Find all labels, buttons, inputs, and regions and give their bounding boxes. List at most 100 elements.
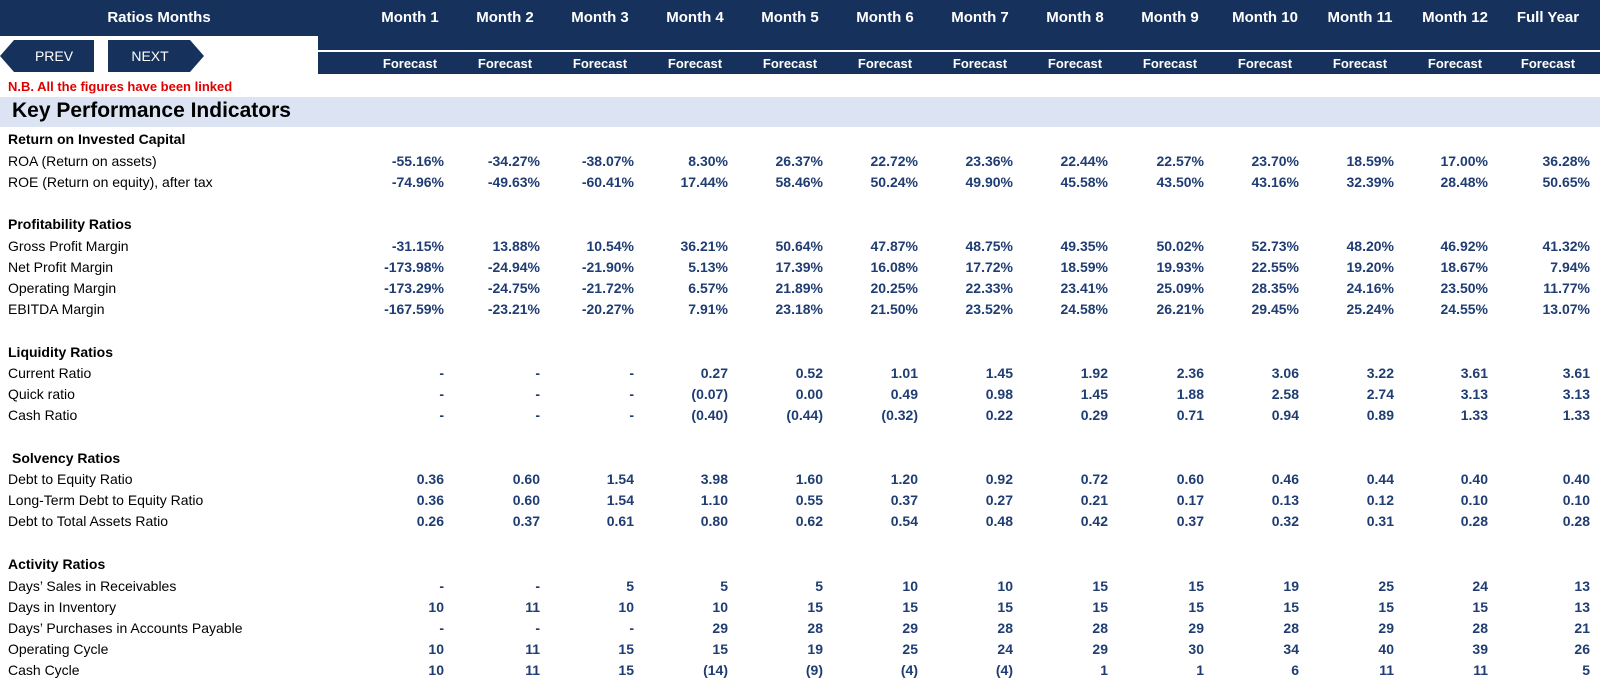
header-column: Month 6 [856, 9, 914, 26]
table-cell: 36.21% [680, 238, 728, 254]
forecast-subheader: Forecast [952, 56, 1008, 71]
table-cell: -24.94% [487, 259, 540, 275]
next-button[interactable]: NEXT [108, 40, 204, 72]
row-label: Gross Profit Margin [8, 238, 129, 254]
table-cell: 29 [1188, 620, 1204, 636]
table-cell: 28 [997, 620, 1013, 636]
table-cell: 49.35% [1060, 238, 1108, 254]
table-cell: 18.67% [1440, 259, 1488, 275]
table-cell: 28 [1283, 620, 1299, 636]
table-cell: 0.72 [1080, 471, 1108, 487]
forecast-subheader: Forecast [667, 56, 723, 71]
table-cell: 23.41% [1060, 280, 1108, 296]
table-cell: 28 [1092, 620, 1108, 636]
row-label: ROA (Return on assets) [8, 153, 157, 169]
header-column: Month 3 [571, 9, 629, 26]
table-cell: 7.94% [1550, 259, 1590, 275]
table-cell: 0.94 [1271, 407, 1299, 423]
table-cell: 13.07% [1542, 301, 1590, 317]
table-cell: 13 [1574, 599, 1590, 615]
section-title: Profitability Ratios [8, 216, 132, 232]
table-row: Net Profit Margin -173.98% -24.94% -21.90% 5… [0, 257, 1600, 278]
table-cell: 15 [1472, 599, 1488, 615]
table-cell: 0.12 [1366, 492, 1394, 508]
forecast-subheader: Forecast [572, 56, 628, 71]
table-cell: 0.40 [1562, 471, 1590, 487]
table-row: Operating Cycle 10 11 15 15 19 25 24 29 30 34 40 39 2… [0, 639, 1600, 660]
table-cell: 1.54 [606, 492, 634, 508]
header-column: Month 5 [761, 9, 819, 26]
table-cell: - [439, 386, 444, 402]
table-cell: 30 [1188, 641, 1204, 657]
table-cell: 26.37% [775, 153, 823, 169]
table-cell: 15 [1378, 599, 1394, 615]
table-cell: 3.61 [1460, 365, 1488, 381]
table-cell: -173.98% [384, 259, 444, 275]
table-cell: 24.58% [1060, 301, 1108, 317]
table-cell: 0.60 [512, 471, 540, 487]
table-cell: 0.37 [512, 513, 540, 529]
table-cell: 19.20% [1346, 259, 1394, 275]
table-cell: 10 [428, 599, 444, 615]
table-cell: 24.55% [1440, 301, 1488, 317]
table-cell: -34.27% [487, 153, 540, 169]
header-column: Month 11 [1327, 9, 1393, 26]
table-row: Cash Ratio - - - (0.40) (0.44) (0.32) 0.22 0.29 0… [0, 405, 1600, 426]
table-cell: 16.08% [870, 259, 918, 275]
table-cell: 2.58 [1271, 386, 1299, 402]
table-cell: 15 [712, 641, 728, 657]
table-cell: - [629, 407, 634, 423]
table-cell: 50.65% [1542, 174, 1590, 190]
table-cell: 10 [618, 599, 634, 615]
table-cell: 26.21% [1156, 301, 1204, 317]
table-row: Gross Profit Margin -31.15% 13.88% 10.54% 36… [0, 236, 1600, 257]
table-cell: 15 [807, 599, 823, 615]
table-cell: 1.10 [700, 492, 728, 508]
table-cell: 0.21 [1080, 492, 1108, 508]
table-cell: 3.61 [1562, 365, 1590, 381]
forecast-divider [318, 50, 1600, 52]
row-label: Long-Term Debt to Equity Ratio [8, 492, 204, 508]
table-cell: 10.54% [586, 238, 634, 254]
prev-button[interactable]: PREV [0, 40, 94, 72]
table-cell: 0.60 [1176, 471, 1204, 487]
table-cell: (0.32) [881, 407, 918, 423]
table-cell: 10 [902, 578, 918, 594]
forecast-subheader: Forecast [1047, 56, 1103, 71]
table-cell: 0.28 [1460, 513, 1488, 529]
table-cell: 10 [997, 578, 1013, 594]
table-cell: (0.44) [786, 407, 823, 423]
table-cell: 17.72% [965, 259, 1013, 275]
table-cell: 22.44% [1060, 153, 1108, 169]
table-cell: 3.22 [1366, 365, 1394, 381]
table-cell: 19 [1283, 578, 1299, 594]
table-cell: (0.07) [691, 386, 728, 402]
forecast-subheader: Forecast [1520, 56, 1576, 71]
table-cell: 21 [1574, 620, 1590, 636]
table-cell: 0.49 [890, 386, 918, 402]
table-cell: - [629, 365, 634, 381]
table-cell: 0.28 [1562, 513, 1590, 529]
table-row: Days’ Purchases in Accounts Payable - - - 29… [0, 618, 1600, 639]
section-header: Activity Ratios [0, 554, 1600, 575]
header-column: Month 9 [1141, 9, 1199, 26]
table-cell: 50.02% [1156, 238, 1204, 254]
header-column: Month 4 [666, 9, 724, 26]
table-cell: 1.01 [890, 365, 918, 381]
table-cell: 26 [1574, 641, 1590, 657]
table-cell: 11 [525, 599, 540, 615]
table-cell: 0.40 [1460, 471, 1488, 487]
row-label: Days’ Purchases in Accounts Payable [8, 620, 243, 636]
table-cell: 1.33 [1562, 407, 1590, 423]
table-cell: 5.13% [688, 259, 728, 275]
header-column: Month 7 [951, 9, 1009, 26]
table-cell: 0.36 [416, 492, 444, 508]
table-cell: 28 [1472, 620, 1488, 636]
table-row: Quick ratio - - - (0.07) 0.00 0.49 0.98 1.45 1.88… [0, 384, 1600, 405]
table-cell: 0.27 [985, 492, 1013, 508]
row-label: Current Ratio [8, 365, 92, 381]
forecast-bar [318, 36, 1600, 74]
table-cell: 10 [428, 662, 444, 678]
section-header: Return on Invested Capital [0, 129, 1600, 150]
table-cell: 23.52% [965, 301, 1013, 317]
